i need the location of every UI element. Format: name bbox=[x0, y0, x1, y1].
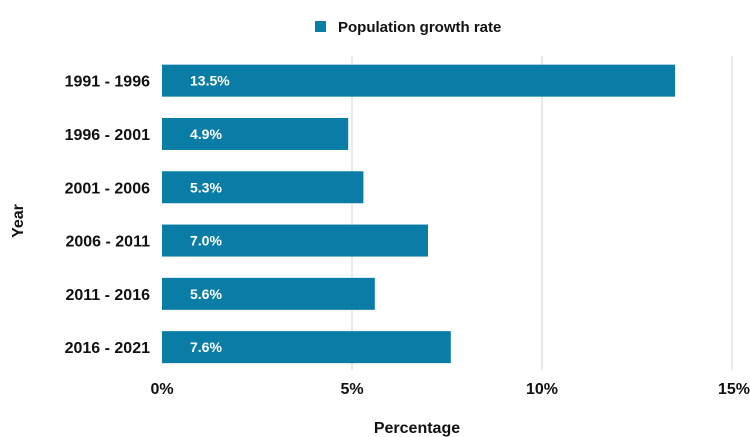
bar bbox=[162, 171, 364, 204]
legend-swatch bbox=[315, 21, 326, 32]
legend: Population growth rate bbox=[315, 19, 501, 36]
data-label: 5.3% bbox=[190, 179, 222, 195]
bars: 13.5% 4.9% 5.3% 7.0% 5.6% 7.6% bbox=[162, 64, 675, 364]
category-label: 2006 - 2011 bbox=[65, 234, 150, 251]
data-label: 4.9% bbox=[190, 126, 222, 142]
x-axis-title: Percentage bbox=[374, 420, 460, 437]
y-axis-title: Year bbox=[10, 204, 27, 238]
value-axis: 0% 5% 10% 15% bbox=[150, 381, 750, 398]
category-label: 2001 - 2006 bbox=[65, 180, 151, 197]
bar bbox=[162, 224, 428, 257]
data-label: 13.5% bbox=[190, 73, 230, 89]
bar bbox=[162, 117, 349, 150]
bar bbox=[162, 64, 675, 97]
legend-label: Population growth rate bbox=[338, 19, 501, 36]
x-tick-label: 0% bbox=[150, 381, 173, 398]
category-label: 2016 - 2021 bbox=[65, 340, 151, 357]
data-label: 5.6% bbox=[190, 286, 222, 302]
bar bbox=[162, 277, 375, 310]
category-label: 1996 - 2001 bbox=[65, 127, 151, 144]
bar bbox=[162, 331, 451, 364]
x-tick-label: 15% bbox=[718, 381, 750, 398]
data-label: 7.6% bbox=[190, 339, 222, 355]
data-label: 7.0% bbox=[190, 233, 222, 249]
category-label: 2011 - 2016 bbox=[65, 287, 150, 304]
category-label: 1991 - 1996 bbox=[65, 74, 151, 91]
category-axis: 1991 - 1996 1996 - 2001 2001 - 2006 2006 - … bbox=[65, 74, 151, 357]
x-tick-label: 10% bbox=[526, 381, 558, 398]
gridlines bbox=[351, 56, 733, 370]
x-tick-label: 5% bbox=[340, 381, 363, 398]
